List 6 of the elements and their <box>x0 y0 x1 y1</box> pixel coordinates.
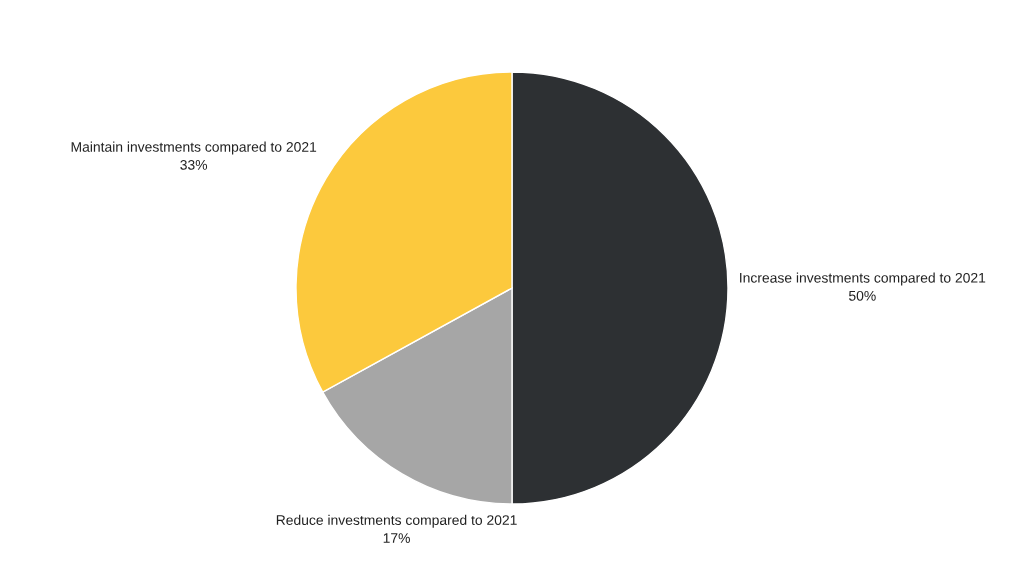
data-label: 50% <box>848 290 876 301</box>
slice-label: Increase investments compared to 2021 <box>740 272 986 286</box>
slice-label: Reduce investments compared to 2021 <box>276 514 517 528</box>
slice-label: Maintain investments compared to 2021 <box>71 141 317 155</box>
data-label: 33% <box>180 159 208 170</box>
data-label: 17% <box>383 533 410 543</box>
